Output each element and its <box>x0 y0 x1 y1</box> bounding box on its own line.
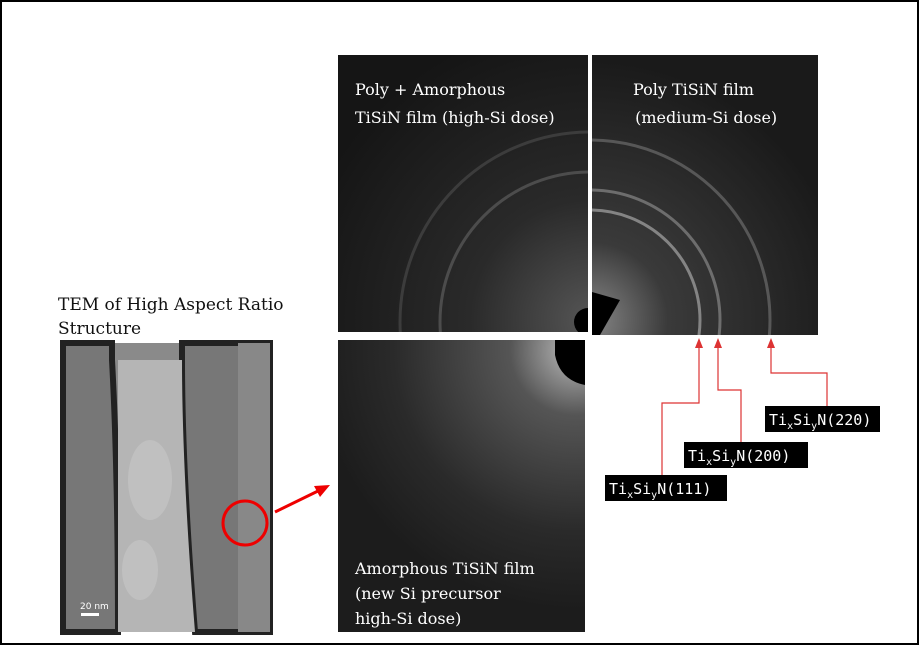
ring-label: TixSiyN(200) <box>688 447 790 468</box>
tem-caption: Structure <box>58 319 141 339</box>
leader-arrowheads <box>695 338 775 348</box>
tem-caption: TEM of High Aspect Ratio <box>58 295 284 315</box>
figure: TEM of High Aspect Ratio Structure 20 nm… <box>0 0 919 645</box>
label-part: N(111) <box>657 480 711 498</box>
label-part: N(220) <box>817 411 871 429</box>
panel-caption: Poly + Amorphous <box>355 80 505 99</box>
ring-label: TixSiyN(111) <box>609 480 711 501</box>
panel-caption: Poly TiSiN film <box>633 80 754 99</box>
label-part: Ti <box>609 480 627 498</box>
label-part: Ti <box>688 447 706 465</box>
ring-label: TixSiyN(220) <box>769 411 871 432</box>
tem-image <box>63 343 270 632</box>
label-part: N(200) <box>736 447 790 465</box>
arrow <box>275 491 318 512</box>
label-part: Si <box>712 447 730 465</box>
scale-bar-label: 20 nm <box>80 602 109 612</box>
label-part: Ti <box>769 411 787 429</box>
label-part: Si <box>793 411 811 429</box>
label-part: Si <box>633 480 651 498</box>
panel-caption: TiSiN film (high-Si dose) <box>355 108 555 127</box>
panel-caption: high-Si dose) <box>355 609 461 628</box>
panel-caption: (new Si precursor <box>355 584 501 603</box>
panel-caption: (medium-Si dose) <box>630 108 777 127</box>
panel-caption: Amorphous TiSiN film <box>354 559 535 578</box>
ring-labels: TixSiyN(220) TixSiyN(200) TixSiyN(111) <box>609 411 871 501</box>
